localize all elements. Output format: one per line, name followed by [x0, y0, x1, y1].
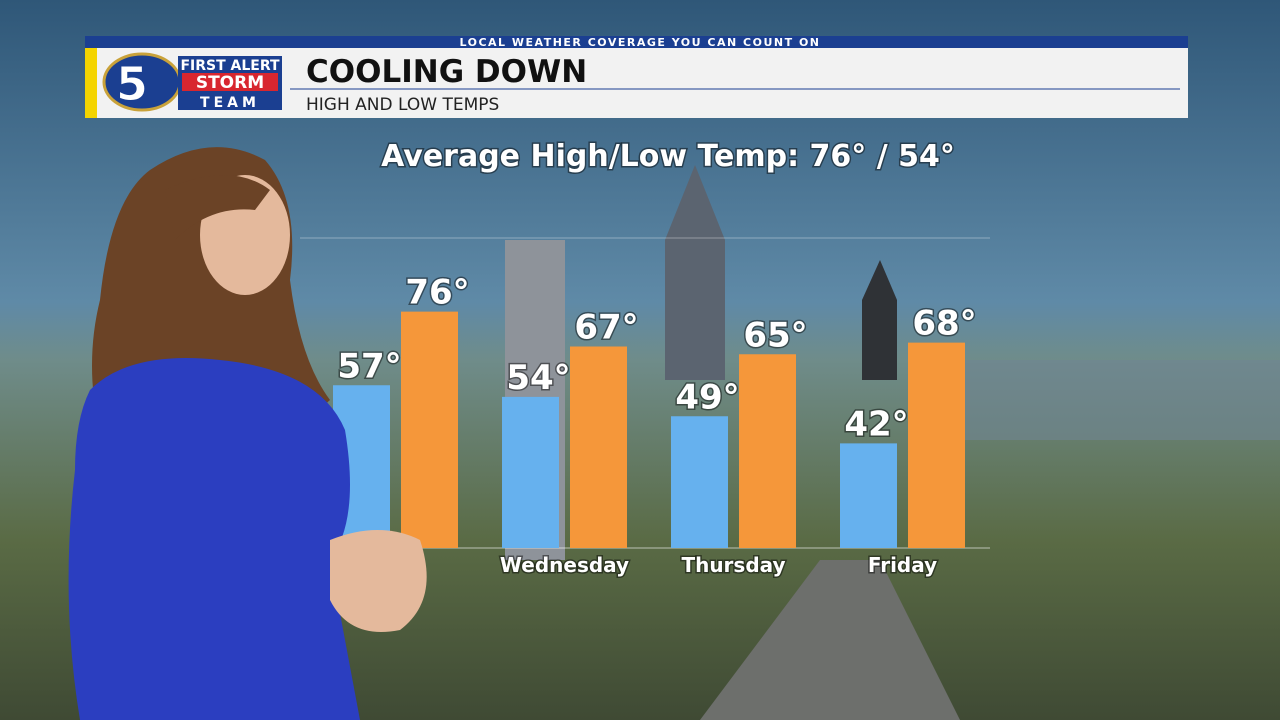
header-accent	[85, 48, 97, 118]
chart-title: Average High/Low Temp: 76° / 54°	[381, 139, 955, 174]
tagline: LOCAL WEATHER COVERAGE YOU CAN COUNT ON	[460, 36, 821, 49]
highway	[700, 560, 960, 720]
header-subtitle: HIGH AND LOW TEMPS	[306, 95, 499, 115]
bar	[840, 443, 897, 548]
bar	[908, 342, 965, 548]
value-label: 76°	[405, 273, 469, 313]
value-label: 57°	[337, 346, 401, 386]
tagline-bar	[85, 36, 1188, 48]
building	[862, 260, 897, 380]
value-label: 65°	[743, 315, 807, 355]
logo-number: 5	[116, 57, 148, 111]
building	[665, 165, 725, 380]
header-title: COOLING DOWN	[306, 54, 587, 90]
bar	[570, 346, 627, 548]
value-label: 54°	[506, 358, 570, 398]
presenter	[68, 147, 427, 720]
bar	[739, 354, 796, 548]
bar	[401, 311, 458, 548]
plot: 57°76°day54°67°Wednesday49°65°Thursday42…	[300, 237, 990, 579]
bar	[502, 396, 559, 548]
value-label: 49°	[675, 377, 739, 417]
bar	[671, 416, 728, 548]
x-tick-label: Wednesday	[500, 553, 629, 577]
logo-band	[182, 73, 278, 91]
x-tick-label: Friday	[868, 553, 937, 577]
logo-line: TEAM	[200, 95, 260, 111]
logo-line: STORM	[196, 73, 264, 93]
value-label: 67°	[574, 308, 638, 348]
value-label: 68°	[912, 304, 976, 344]
value-label: 42°	[844, 404, 908, 444]
river	[960, 360, 1280, 440]
x-tick-label: Thursday	[681, 553, 785, 577]
logo-line: FIRST ALERT	[180, 58, 280, 74]
